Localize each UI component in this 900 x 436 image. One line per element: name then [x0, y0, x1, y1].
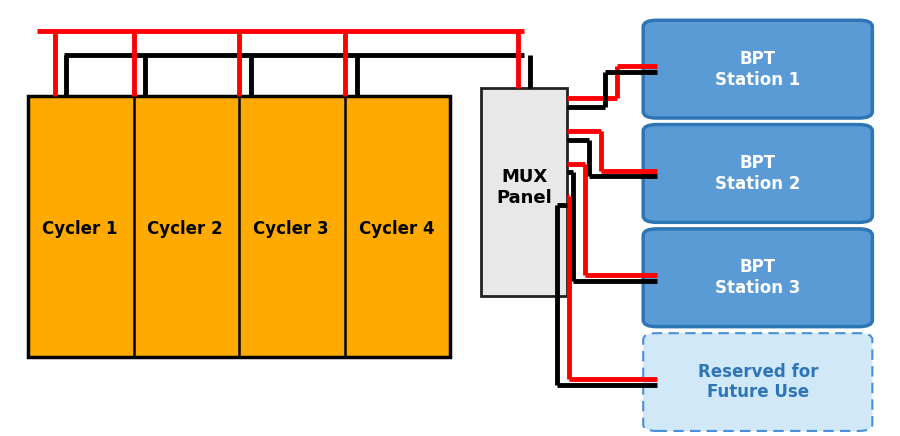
FancyBboxPatch shape — [482, 88, 567, 296]
Text: BPT
Station 1: BPT Station 1 — [716, 50, 800, 89]
FancyBboxPatch shape — [28, 96, 450, 357]
Text: BPT
Station 3: BPT Station 3 — [716, 259, 800, 297]
Text: Cycler 4: Cycler 4 — [359, 220, 435, 238]
Text: Cycler 3: Cycler 3 — [253, 220, 328, 238]
FancyBboxPatch shape — [644, 229, 872, 327]
FancyBboxPatch shape — [644, 20, 872, 118]
FancyBboxPatch shape — [644, 333, 872, 431]
Text: BPT
Station 2: BPT Station 2 — [716, 154, 800, 193]
Text: MUX
Panel: MUX Panel — [496, 168, 552, 207]
Text: Reserved for
Future Use: Reserved for Future Use — [698, 363, 818, 402]
FancyBboxPatch shape — [644, 125, 872, 222]
Text: Cycler 1: Cycler 1 — [42, 220, 118, 238]
Text: Cycler 2: Cycler 2 — [147, 220, 222, 238]
